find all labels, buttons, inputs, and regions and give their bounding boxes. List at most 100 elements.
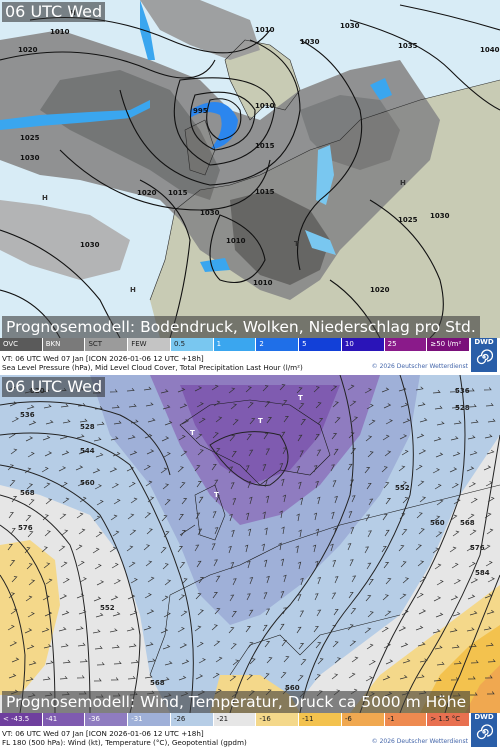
wind-barb bbox=[418, 609, 427, 615]
panel-caption: Prognosemodell: Wind, Temperatur, Druck … bbox=[2, 691, 471, 713]
wind-barb bbox=[263, 592, 268, 600]
wind-barb bbox=[245, 465, 250, 473]
wind-barb bbox=[263, 673, 270, 680]
wind-barb bbox=[469, 529, 477, 536]
wind-barb bbox=[299, 610, 305, 618]
wind-barb bbox=[9, 480, 16, 487]
wind-barb bbox=[249, 658, 256, 665]
wind-barb bbox=[434, 483, 442, 490]
wind-barb bbox=[212, 511, 217, 519]
wind-barb bbox=[11, 576, 18, 583]
wind-barb bbox=[60, 643, 69, 648]
wind-barb bbox=[43, 562, 51, 569]
wind-barb bbox=[334, 657, 342, 664]
wind-barb bbox=[436, 421, 445, 426]
wind-barb bbox=[144, 433, 153, 439]
wind-barb bbox=[281, 640, 287, 647]
wind-barb bbox=[75, 544, 83, 551]
wind-barb bbox=[211, 624, 218, 631]
wind-barb bbox=[143, 544, 151, 551]
isobar-label: 1010 bbox=[255, 102, 275, 110]
isobar-label: 1020 bbox=[370, 286, 390, 294]
isobar-label: 1030 bbox=[20, 154, 40, 162]
wind-barb bbox=[330, 625, 337, 632]
wind-barb bbox=[435, 612, 444, 618]
wind-barb bbox=[41, 546, 48, 553]
info-valid-time: VT: 06 UTC Wed 07 Jan [ICON 2026-01-06 1… bbox=[2, 354, 204, 363]
wind-barb bbox=[58, 466, 67, 472]
wind-barb bbox=[77, 560, 85, 567]
wind-barb bbox=[59, 434, 68, 440]
contour-label: 560 bbox=[80, 479, 95, 487]
wind-barb bbox=[126, 545, 134, 552]
contour-label: 568 bbox=[20, 489, 35, 497]
wind-barb bbox=[92, 547, 100, 554]
wind-barb bbox=[42, 676, 51, 681]
wind-barb bbox=[113, 498, 121, 505]
wind-barb bbox=[111, 404, 120, 409]
wind-barb bbox=[330, 464, 335, 472]
wind-barb bbox=[112, 530, 120, 537]
wind-barb bbox=[280, 558, 285, 567]
wind-barb bbox=[76, 593, 85, 599]
wind-barb bbox=[416, 512, 423, 519]
wind-barb bbox=[26, 483, 34, 490]
wind-barb bbox=[296, 513, 300, 522]
wind-barb bbox=[316, 496, 321, 505]
wind-barb bbox=[160, 389, 169, 394]
isobar-label: 1010 bbox=[50, 28, 70, 36]
wind-barb bbox=[382, 675, 391, 681]
legend-cell: -21 bbox=[213, 713, 257, 726]
upper-air-map: 520 528 536 544 560 568 576 552 536 528 … bbox=[0, 375, 500, 713]
wind-barb bbox=[179, 562, 186, 569]
wind-barb bbox=[60, 561, 68, 568]
wind-barb bbox=[229, 675, 237, 682]
wind-barb bbox=[265, 495, 270, 504]
wind-barb bbox=[198, 577, 204, 584]
wind-barb bbox=[127, 675, 136, 680]
wind-barb bbox=[246, 433, 252, 441]
wind-barb bbox=[398, 465, 406, 472]
legend-cell: ≥50 l/m² bbox=[427, 338, 471, 351]
wind-barb bbox=[45, 420, 54, 425]
wind-barb bbox=[232, 498, 237, 506]
wind-barb bbox=[466, 388, 475, 392]
wind-barb bbox=[181, 498, 188, 505]
wind-barb bbox=[298, 529, 302, 538]
wind-barb bbox=[145, 642, 154, 647]
wind-barb bbox=[62, 659, 71, 664]
wind-barb bbox=[58, 545, 66, 552]
wind-barb bbox=[112, 451, 121, 457]
wind-barb bbox=[314, 674, 321, 681]
wind-barb bbox=[145, 480, 153, 487]
low-center: T bbox=[258, 417, 263, 425]
wind-barb bbox=[317, 418, 324, 425]
wind-barb bbox=[385, 498, 391, 505]
contour-label: 528 bbox=[455, 404, 470, 412]
wind-barb bbox=[178, 594, 186, 601]
wind-barb bbox=[161, 595, 169, 602]
wind-barb bbox=[298, 643, 305, 650]
wind-barb bbox=[466, 466, 475, 472]
wind-barb bbox=[281, 478, 285, 487]
wind-barb bbox=[96, 580, 105, 586]
wind-barb bbox=[470, 692, 478, 696]
wind-barb bbox=[231, 450, 237, 458]
wind-barb bbox=[468, 561, 476, 568]
wind-barb bbox=[194, 386, 203, 392]
wind-barb bbox=[247, 560, 251, 569]
isobar-label: 1025 bbox=[398, 216, 418, 224]
wind-barb bbox=[333, 448, 339, 456]
wind-barb bbox=[9, 641, 18, 647]
wind-barb bbox=[180, 610, 188, 617]
wind-barb bbox=[419, 417, 428, 423]
wind-barb bbox=[365, 435, 373, 442]
isobar-labels: 1010 1020 1010 1030 1035 1040 995 1010 1… bbox=[18, 22, 500, 294]
wind-barb bbox=[364, 627, 372, 634]
wind-barb bbox=[160, 467, 168, 474]
wind-barb bbox=[229, 594, 235, 602]
wind-barb bbox=[283, 656, 290, 663]
wind-barb bbox=[432, 468, 440, 474]
contour-label: 560 bbox=[285, 684, 300, 692]
wind-barb bbox=[230, 403, 238, 410]
